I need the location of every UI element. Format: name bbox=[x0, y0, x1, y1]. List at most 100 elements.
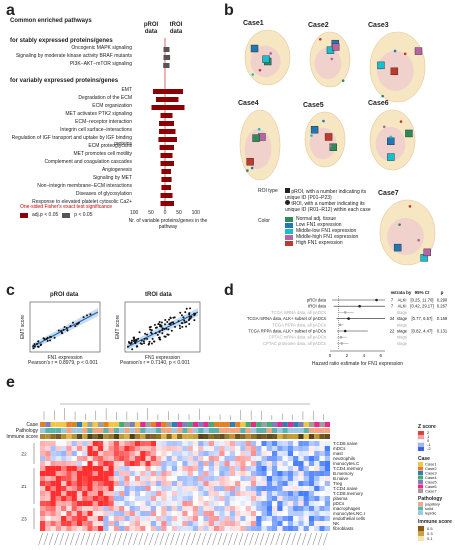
heatmap-row-label: NK bbox=[333, 521, 339, 526]
heatmap-cell bbox=[192, 471, 199, 476]
color-legend-item: Normal adj. tissue bbox=[285, 216, 358, 222]
heatmap-cell bbox=[45, 451, 51, 456]
heatmap-cell bbox=[203, 516, 209, 521]
heatmap-cell bbox=[76, 451, 83, 456]
case-annotation-cell bbox=[287, 422, 294, 427]
forest-row-label: TCGA mRNA data, all pADCs bbox=[271, 310, 326, 315]
heatmap-cell bbox=[55, 511, 62, 516]
heatmap-cell bbox=[171, 481, 178, 486]
heatmap-cell bbox=[119, 496, 125, 501]
heatmap-cell bbox=[87, 466, 93, 471]
heatmap-cell bbox=[250, 511, 257, 516]
heatmap-cell bbox=[198, 516, 204, 521]
troi-dot bbox=[399, 120, 403, 123]
heatmap-cell bbox=[256, 491, 262, 496]
heatmap-cell bbox=[245, 446, 251, 451]
sample-id-label bbox=[91, 532, 96, 546]
scatter-point bbox=[158, 323, 161, 326]
bar-troi bbox=[165, 161, 174, 166]
sample-id-label bbox=[275, 532, 281, 546]
case-legend-item: Case1 bbox=[425, 462, 437, 467]
immune-annotation-cell bbox=[266, 434, 272, 439]
scatter-point bbox=[71, 321, 74, 324]
heatmap-cell bbox=[124, 471, 130, 476]
heatmap-cell bbox=[192, 461, 199, 466]
heatmap-cell bbox=[256, 521, 262, 526]
heatmap-cell bbox=[198, 441, 204, 446]
case-annotation-cell bbox=[119, 422, 125, 427]
roi-marker bbox=[423, 248, 431, 257]
heatmap-cell bbox=[240, 516, 246, 521]
heatmap-cell bbox=[187, 521, 193, 526]
immune-annotation-cell bbox=[256, 434, 262, 439]
immune-annotation-cell bbox=[76, 434, 83, 439]
heatmap-cell bbox=[40, 491, 46, 496]
pathology-annotation-cell bbox=[50, 428, 56, 433]
immune-annotation-cell bbox=[308, 434, 315, 439]
heatmap-cell bbox=[156, 476, 162, 481]
heatmap-cell bbox=[240, 466, 246, 471]
heatmap-cell bbox=[229, 466, 236, 471]
scatter-point bbox=[149, 325, 152, 328]
heatmap-cell bbox=[245, 451, 251, 456]
heatmap-cell bbox=[229, 521, 236, 526]
heatmap-cell bbox=[87, 451, 93, 456]
heatmap-cell bbox=[92, 501, 98, 506]
scatter-point bbox=[159, 325, 162, 328]
heatmap-cell bbox=[250, 466, 257, 471]
scatter-point bbox=[149, 328, 152, 331]
bar-proi bbox=[159, 121, 165, 126]
scatter-point bbox=[172, 321, 175, 324]
heatmap-cell bbox=[166, 461, 172, 466]
heatmap-cell bbox=[134, 476, 141, 481]
case-annotation-cell bbox=[282, 422, 288, 427]
sample-id-label bbox=[101, 532, 107, 546]
heatmap-cell bbox=[182, 526, 188, 531]
immune-annotation-cell bbox=[87, 434, 93, 439]
heatmap-cell bbox=[156, 506, 162, 511]
bar-troi bbox=[165, 129, 176, 134]
heatmap-cell bbox=[214, 481, 220, 486]
scatter-point bbox=[158, 330, 161, 333]
heatmap-cell bbox=[40, 446, 46, 451]
bar-troi bbox=[165, 193, 173, 198]
heatmap-cell bbox=[272, 521, 278, 526]
heatmap-cell bbox=[182, 521, 188, 526]
heatmap-cell bbox=[203, 461, 209, 466]
scatter-point bbox=[142, 340, 145, 343]
heatmap-cell bbox=[261, 466, 267, 471]
heatmap-cell bbox=[182, 461, 188, 466]
case-annotation-cell bbox=[103, 422, 109, 427]
scatter-point bbox=[185, 320, 188, 323]
color-label: Middle-high FN1 expression bbox=[296, 234, 359, 240]
heatmap-cell bbox=[129, 481, 135, 486]
heatmap-cell bbox=[198, 526, 204, 531]
case-annotation-cell bbox=[319, 422, 325, 427]
heatmap-cell bbox=[192, 516, 199, 521]
immune-annotation-cell bbox=[324, 434, 330, 439]
roi-marker bbox=[324, 133, 333, 141]
heatmap-cell bbox=[198, 461, 204, 466]
heatmap-cell bbox=[134, 466, 141, 471]
heatmap-cell bbox=[235, 451, 241, 456]
case-annotation-cell bbox=[245, 422, 251, 427]
heatmap-cell bbox=[277, 491, 283, 496]
forest-col-header: p bbox=[441, 290, 444, 295]
heatmap-cell bbox=[140, 471, 146, 476]
heatmap-cell bbox=[277, 441, 283, 446]
panel-a-col-proi: pROI data bbox=[143, 22, 159, 35]
heatmap-cell bbox=[61, 496, 67, 501]
heatmap-cell bbox=[308, 491, 315, 496]
heatmap-cell bbox=[40, 496, 46, 501]
heatmap-cell bbox=[266, 521, 272, 526]
case-legend-title: Case bbox=[418, 456, 430, 462]
heatmap-cell bbox=[277, 486, 283, 491]
heatmap-cell bbox=[303, 461, 309, 466]
case-annotation-cell bbox=[293, 422, 299, 427]
heatmap-cell bbox=[272, 471, 278, 476]
heatmap-cell bbox=[124, 496, 130, 501]
heatmap-cell bbox=[293, 476, 299, 481]
heatmap-cell bbox=[203, 491, 209, 496]
hr-point bbox=[340, 342, 344, 345]
annotation-label: Pathology bbox=[16, 428, 39, 434]
